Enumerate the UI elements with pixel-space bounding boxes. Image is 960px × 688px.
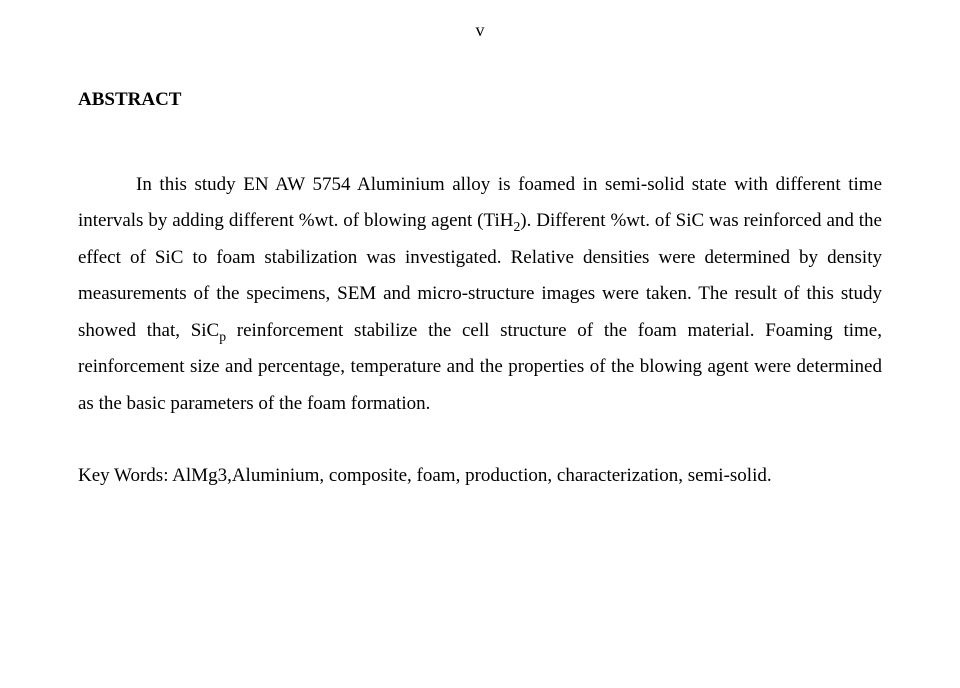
abstract-body: In this study EN AW 5754 Aluminium alloy… [78, 167, 882, 422]
page-number: v [78, 20, 882, 41]
abstract-heading: ABSTRACT [78, 89, 882, 111]
keywords: Key Words: AlMg3,Aluminium, composite, f… [78, 458, 882, 494]
